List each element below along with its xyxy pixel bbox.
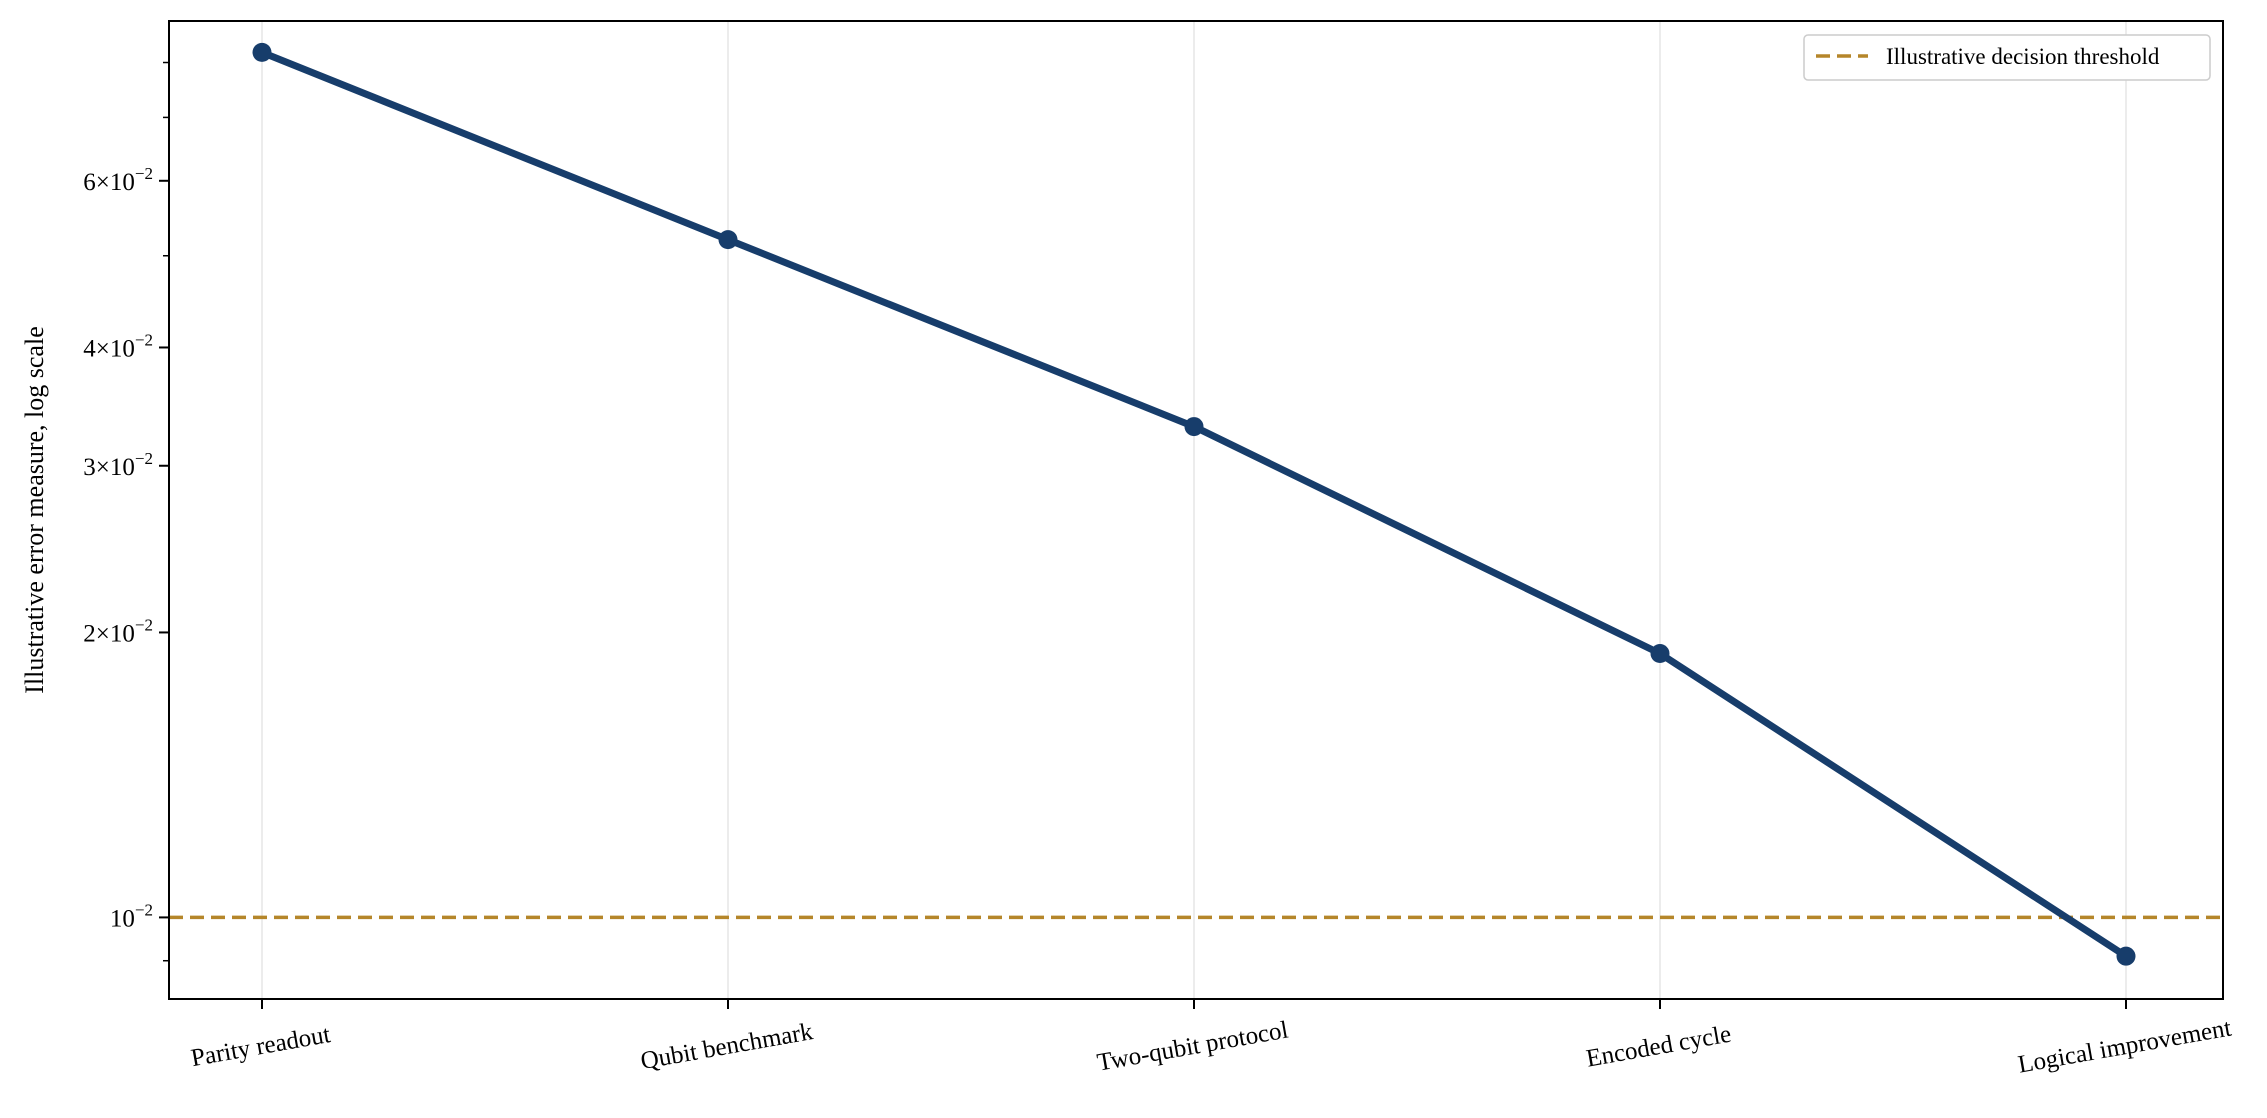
legend-threshold-label: Illustrative decision threshold [1886,44,2160,69]
data-point [252,42,272,62]
plot-frame [168,20,2224,1000]
legend: Illustrative decision threshold [1803,34,2211,81]
y-axis-ticks: 6×10−2 4×10−2 3×10−2 2×10−2 10−2 [83,164,169,932]
y-axis-label: Illustrative error measure, log scale [20,326,49,693]
data-point [1650,644,1670,664]
plot-area-background [169,21,2223,999]
y-tick-label: 3×10−2 [83,449,153,481]
legend-box [1803,34,2211,81]
series-error-measure [252,42,2136,966]
data-point [718,230,738,250]
data-point [2116,946,2136,966]
y-tick-label: 6×10−2 [83,164,153,196]
y-tick-label: 10−2 [110,900,153,932]
data-point [1184,417,1204,437]
x-gridlines [261,21,2127,999]
y-tick-label: 4×10−2 [83,330,153,362]
y-tick-label: 2×10−2 [83,615,153,647]
